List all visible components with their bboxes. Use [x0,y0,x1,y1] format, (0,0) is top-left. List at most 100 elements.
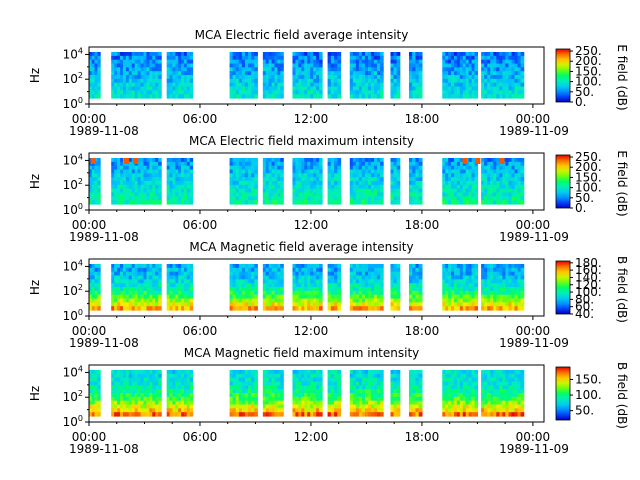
spectrogram-cell [499,264,503,269]
spectrogram-cell [487,161,491,167]
spectrogram-cell [316,188,320,194]
spectrogram-cell [304,275,308,280]
spectrogram-cell [232,181,237,186]
spectrogram-cell [448,377,452,383]
data-segment [111,264,162,311]
spectrogram-cell [304,294,308,300]
spectrogram-cell [327,158,332,163]
spectrogram-cell [393,169,398,174]
spectrogram-cell [462,184,467,190]
spectrogram-cell [380,404,384,409]
spectrogram-cell [465,165,470,171]
spectrogram-cell [134,161,139,167]
data-segment [408,158,423,205]
spectrogram-cell [499,188,503,194]
spectrogram-cell [114,271,118,277]
spectrogram-cell [453,377,458,383]
spectrogram-cell [229,302,234,307]
spectrogram-cell [310,184,314,190]
spectrogram-cell [412,94,417,99]
spectrogram-cell [262,302,267,307]
spectrogram-cell [364,90,369,95]
spectrogram-cell [248,306,252,311]
spectrogram-cell [358,385,363,390]
spectrogram-cell [244,196,249,201]
spectrogram-cell [349,267,354,273]
spectrogram-cell [158,385,162,390]
spectrogram-cell [122,184,127,190]
spectrogram-cell [490,188,494,194]
spectrogram-cell [91,389,96,394]
spectrogram-cell [380,55,384,61]
spectrogram-cell [292,404,297,409]
spectrogram-cell [374,59,378,65]
spectrogram-cell [241,196,246,201]
spectrogram-cell [91,370,96,375]
spectrogram-cell [229,181,234,186]
spectrogram-cell [91,381,96,386]
spectrogram-cell [175,302,179,307]
spectrogram-cell [307,279,311,284]
spectrogram-cell [186,373,191,379]
spectrogram-cell [274,173,278,178]
spectrogram-cell [327,396,332,402]
spectrogram-cell [377,67,381,72]
spectrogram-cell [468,279,473,284]
spectrogram-cell [301,393,305,398]
spectrogram-cell [295,78,299,84]
spectrogram-cell [415,188,420,194]
spectrogram-cell [330,71,335,76]
spectrogram-cell [505,86,510,91]
spectrogram-cell [155,294,159,300]
spectrogram-cell [462,396,467,402]
spectrogram-cell [271,75,276,80]
spectrogram-cell [459,94,464,99]
spectrogram-cell [265,373,270,379]
spectrogram-cell [134,302,139,307]
spectrogram-cell [158,82,162,88]
spectrogram-cell [292,408,297,413]
spectrogram-cell [408,161,413,167]
spectrogram-cell [511,63,516,68]
spectrogram-cell [393,75,398,80]
spectrogram-cell [484,177,488,182]
spectrogram-cell [330,412,335,417]
spectrogram-cell [122,283,127,288]
spectrogram-cell [229,385,234,390]
spectrogram-cell [456,184,461,190]
spectrogram-cell [94,290,98,296]
spectrogram-cell [499,75,503,80]
spectrogram-cell [143,94,148,99]
spectrogram-cell [274,165,278,171]
spectrogram-cell [89,264,93,269]
spectrogram-cell [143,264,148,269]
spectrogram-cell [134,177,139,182]
spectrogram-cell [358,188,363,194]
spectrogram-cell [474,290,479,296]
spectrogram-cell [175,52,179,57]
spectrogram-cell [415,275,420,280]
spectrogram-cell [330,75,335,80]
spectrogram-cell [445,52,449,57]
spectrogram-cell [166,264,171,269]
spectrogram-cell [415,396,420,402]
spectrogram-cell [122,75,127,80]
spectrogram-cell [313,267,317,273]
spectrogram-cell [334,404,338,409]
spectrogram-cell [268,271,273,277]
spectrogram-cell [370,75,375,80]
spectrogram-cell [181,396,185,402]
spectrogram-cell [143,283,148,288]
spectrogram-cell [146,412,150,417]
spectrogram-cell [481,177,485,182]
spectrogram-cell [484,158,488,163]
spectrogram-cell [304,389,308,394]
spectrogram-cell [508,94,513,99]
spectrogram-cell [94,75,98,80]
spectrogram-cell [514,279,519,284]
spectrogram-cell [94,396,98,402]
spectrogram-cell [508,181,513,186]
spectrogram-cell [91,290,96,296]
spectrogram-cell [361,294,366,300]
spectrogram-cell [166,173,171,178]
